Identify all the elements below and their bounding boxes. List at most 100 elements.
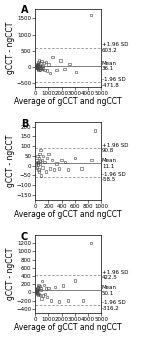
Point — [34, 64, 37, 69]
Point — [47, 62, 50, 67]
Text: +1.96 SD
422.5: +1.96 SD 422.5 — [102, 270, 128, 281]
Point — [41, 279, 43, 284]
Text: B: B — [21, 119, 28, 129]
Point — [55, 67, 58, 73]
Point — [62, 283, 64, 288]
Text: -1.96 SD
-316.2: -1.96 SD -316.2 — [102, 300, 126, 311]
Point — [43, 282, 45, 288]
Point — [64, 159, 66, 164]
Point — [36, 288, 38, 294]
Point — [35, 288, 38, 293]
Point — [37, 162, 39, 167]
Point — [35, 287, 38, 292]
Point — [37, 282, 40, 288]
Point — [36, 160, 38, 165]
Point — [49, 166, 51, 171]
Y-axis label: gCCT - ngCCT: gCCT - ngCCT — [6, 248, 15, 300]
Point — [41, 63, 44, 69]
Point — [41, 157, 43, 163]
Point — [44, 291, 46, 297]
Point — [40, 58, 42, 64]
Text: A: A — [21, 5, 28, 16]
Point — [39, 292, 41, 298]
Point — [36, 153, 39, 159]
Text: Mean
11.1: Mean 11.1 — [102, 158, 117, 169]
Text: C: C — [21, 232, 28, 242]
X-axis label: Average of gCCT and ngCCT: Average of gCCT and ngCCT — [14, 323, 122, 333]
Point — [36, 291, 39, 296]
Point — [38, 151, 41, 156]
Point — [39, 147, 42, 153]
Point — [80, 166, 83, 171]
Point — [82, 298, 84, 303]
Point — [38, 284, 41, 289]
Point — [35, 63, 37, 68]
X-axis label: Average of gCCT and ngCCT: Average of gCCT and ngCCT — [14, 210, 122, 219]
Point — [58, 299, 60, 304]
Point — [40, 65, 42, 71]
Point — [43, 159, 46, 164]
Point — [90, 240, 92, 246]
Point — [45, 59, 47, 65]
Y-axis label: gCCT - ngCCT: gCCT - ngCCT — [6, 21, 15, 74]
Point — [36, 64, 39, 69]
Point — [46, 155, 48, 161]
Point — [39, 63, 41, 68]
Point — [37, 66, 39, 71]
Point — [35, 63, 38, 69]
Point — [36, 65, 38, 70]
Text: +1.96 SD
90.8: +1.96 SD 90.8 — [102, 143, 128, 153]
Point — [35, 289, 37, 294]
Point — [40, 286, 42, 291]
Point — [39, 287, 42, 293]
Point — [34, 288, 37, 294]
Point — [94, 128, 96, 133]
Point — [74, 278, 76, 283]
Point — [60, 157, 63, 163]
Text: +1.96 SD
603.2: +1.96 SD 603.2 — [102, 42, 128, 53]
Point — [35, 290, 38, 295]
Point — [40, 296, 43, 301]
Point — [53, 167, 55, 172]
Point — [51, 54, 54, 60]
Point — [38, 155, 40, 161]
Point — [35, 287, 37, 293]
Point — [90, 13, 92, 18]
Point — [54, 284, 56, 290]
Point — [43, 61, 45, 66]
Point — [37, 62, 39, 67]
Point — [37, 167, 40, 172]
Point — [38, 67, 40, 72]
Point — [67, 298, 69, 303]
Point — [59, 58, 62, 63]
Point — [46, 295, 48, 300]
Point — [38, 65, 41, 71]
Point — [49, 70, 51, 76]
Text: -1.96 SD
-471.8: -1.96 SD -471.8 — [102, 77, 126, 88]
Point — [42, 293, 44, 298]
Point — [36, 62, 39, 68]
Point — [42, 153, 44, 159]
Point — [50, 298, 52, 303]
Text: Mean
50.1: Mean 50.1 — [102, 285, 117, 296]
Point — [38, 169, 40, 174]
Point — [41, 165, 44, 170]
Point — [35, 64, 37, 70]
Point — [37, 59, 40, 65]
Point — [35, 157, 38, 163]
Point — [47, 151, 50, 156]
Point — [40, 173, 42, 178]
Point — [39, 161, 41, 166]
Point — [37, 292, 39, 297]
Point — [42, 66, 44, 71]
Point — [36, 286, 38, 292]
Point — [38, 64, 40, 69]
Point — [68, 61, 71, 67]
Point — [36, 63, 38, 68]
Point — [39, 158, 41, 164]
Point — [36, 286, 39, 291]
Point — [41, 66, 43, 72]
Point — [38, 291, 40, 297]
Point — [38, 58, 40, 63]
Point — [67, 167, 69, 172]
